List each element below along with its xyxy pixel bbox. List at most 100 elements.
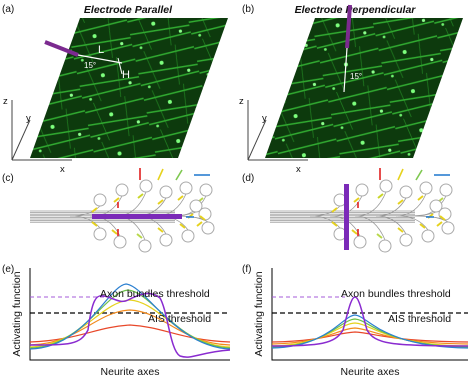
axis-label: x <box>296 164 301 175</box>
soma <box>378 239 392 253</box>
soma <box>198 207 212 221</box>
electrode-axis <box>343 47 348 93</box>
soma <box>179 181 193 195</box>
panel-e: (e) Axon bundles threshold AIS threshold… <box>2 264 231 378</box>
panel-label: (f) <box>242 264 251 275</box>
ais-segment <box>436 221 443 227</box>
axon <box>397 215 429 231</box>
ais-segment <box>397 199 404 205</box>
axis-label: y <box>26 113 31 124</box>
curves <box>271 296 469 349</box>
axis-label: x <box>60 164 65 175</box>
axon <box>69 215 101 229</box>
axon <box>375 215 407 235</box>
ais-segment <box>157 199 164 205</box>
soma <box>93 227 107 241</box>
curves <box>29 283 231 358</box>
soma <box>115 183 129 197</box>
soma <box>181 229 195 243</box>
ais-segment <box>377 193 384 199</box>
panel-a: (a) Electrode Parallel L 15° H z y x <box>2 4 228 175</box>
electrode <box>345 4 352 49</box>
electrode-axis <box>77 54 123 64</box>
threshold-label: Axon bundles threshold <box>100 288 210 300</box>
panel-c: (c) <box>2 168 215 253</box>
soma <box>189 199 203 213</box>
legend-tick <box>175 169 183 181</box>
ais-segment <box>91 221 98 227</box>
plot-axes <box>29 268 230 361</box>
threshold-label: Axon bundles threshold <box>341 288 451 300</box>
panel-b: (b) Electrode Perpendicular 15° z y x <box>239 4 463 175</box>
x-axis-label: Neurite axes <box>341 366 400 378</box>
soma <box>355 183 369 197</box>
soma <box>399 185 413 199</box>
microscopy-image <box>30 18 228 158</box>
annotation: 15° <box>350 72 362 81</box>
ais-segment <box>397 227 404 233</box>
soma <box>419 181 433 195</box>
panel-title: Electrode Parallel <box>84 4 173 16</box>
soma <box>199 183 213 197</box>
ais-segment <box>111 229 118 235</box>
threshold-label: AIS threshold <box>388 313 451 325</box>
panel-d: (d) <box>242 168 455 253</box>
soma <box>439 183 453 197</box>
annotation: L <box>98 44 104 56</box>
axis-label: y <box>262 113 267 124</box>
y-axis-label: Activating function <box>11 271 23 356</box>
panel-title: Electrode Perpendicular <box>295 4 417 16</box>
axis-label: z <box>239 96 244 107</box>
legend-tick <box>415 169 423 181</box>
ais-segment <box>353 197 360 203</box>
ais-segment <box>196 221 203 227</box>
h-arrow <box>117 57 123 75</box>
legend-tick <box>397 168 404 181</box>
axon <box>417 215 449 223</box>
axon <box>405 211 437 217</box>
y-axis-label: Activating function <box>253 271 265 356</box>
soma <box>159 185 173 199</box>
electrode <box>344 184 349 250</box>
panel-label: (c) <box>2 173 14 184</box>
ais-segment <box>376 233 383 239</box>
axis-label: z <box>3 96 8 107</box>
legend-tick <box>157 168 164 181</box>
x-axis-label: Neurite axes <box>101 366 160 378</box>
axon <box>354 215 386 241</box>
soma <box>421 229 435 243</box>
ais-segment <box>439 215 446 221</box>
axes-triad <box>11 100 72 161</box>
electrode <box>92 214 182 219</box>
microscopy-image <box>265 18 463 158</box>
soma <box>379 179 393 193</box>
panel-label: (b) <box>242 4 254 15</box>
soma <box>139 179 153 193</box>
soma <box>113 235 127 249</box>
ais-segment <box>331 207 338 213</box>
ais-segment <box>177 195 184 201</box>
ais-segment <box>157 227 164 233</box>
ais-segment <box>91 207 98 213</box>
soma <box>201 221 215 235</box>
ais-segment <box>331 221 338 227</box>
axon <box>331 195 363 217</box>
ais-segment <box>179 223 186 229</box>
panel-label: (d) <box>242 173 254 184</box>
axes-triad <box>247 100 308 161</box>
ais-segment <box>136 233 143 239</box>
soma <box>438 207 452 221</box>
soma <box>159 233 173 247</box>
soma <box>399 233 413 247</box>
soma <box>93 193 107 207</box>
soma <box>138 239 152 253</box>
plot-axes <box>271 268 468 361</box>
ais-segment <box>199 215 206 221</box>
annotation: 15° <box>84 61 96 70</box>
threshold-label: AIS threshold <box>148 313 211 325</box>
ais-segment <box>419 223 426 229</box>
ais-segment <box>351 229 358 235</box>
soma <box>441 221 455 235</box>
axon <box>309 215 341 229</box>
